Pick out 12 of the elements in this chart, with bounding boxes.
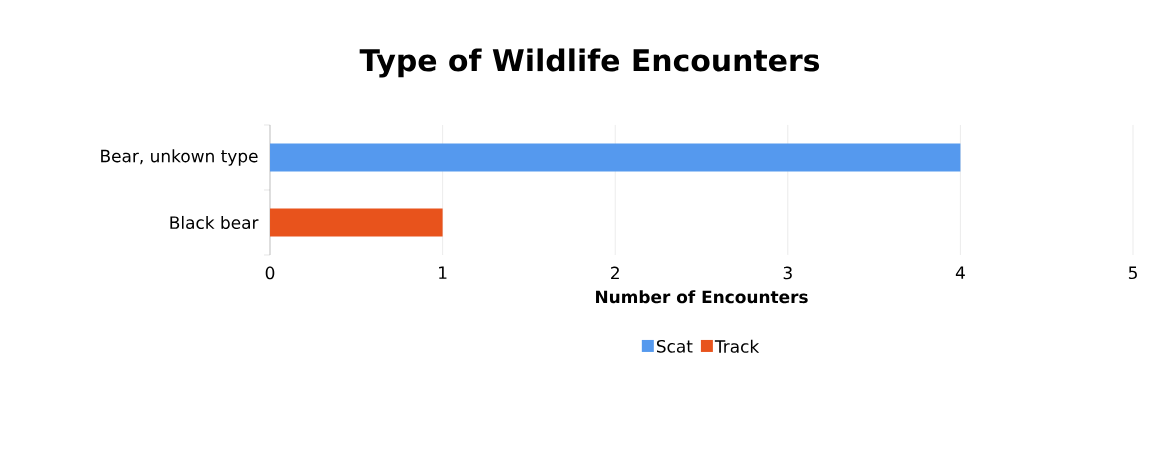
legend-label: Track — [714, 339, 760, 353]
x-tick-label: 2 — [611, 266, 619, 280]
x-tick-label: 1 — [439, 266, 447, 279]
x-tick-label: 0 — [265, 266, 275, 280]
legend-label: Scat — [656, 339, 693, 353]
x-tick-label: 4 — [955, 266, 965, 279]
x-tick-label: 5 — [1128, 266, 1137, 280]
y-tick-label: Bear, unkown type — [101, 149, 258, 166]
chart-title: Type of Wildlife Encounters — [359, 48, 820, 78]
x-axis-title: Number of Encounters — [596, 290, 808, 304]
x-tick-label: 3 — [783, 266, 792, 280]
y-tick-label: Black bear — [170, 215, 259, 230]
